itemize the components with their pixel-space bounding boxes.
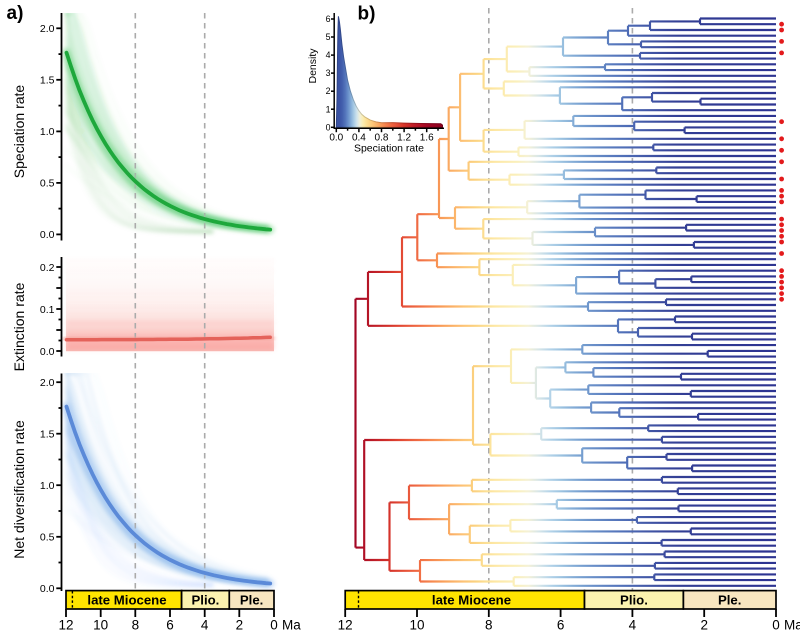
svg-text:0.5: 0.5 — [40, 178, 55, 190]
svg-text:2: 2 — [326, 86, 331, 96]
svg-text:0.5: 0.5 — [40, 532, 55, 544]
svg-text:late Miocene: late Miocene — [87, 593, 166, 608]
svg-text:1.2: 1.2 — [397, 133, 411, 144]
svg-text:2.0: 2.0 — [40, 377, 55, 389]
svg-text:b): b) — [358, 4, 376, 25]
svg-text:late Miocene: late Miocene — [432, 593, 511, 608]
svg-text:0: 0 — [270, 618, 278, 632]
svg-text:Extinction rate: Extinction rate — [11, 282, 27, 371]
svg-text:12: 12 — [58, 618, 73, 632]
svg-text:Net diversification rate: Net diversification rate — [11, 420, 27, 559]
svg-text:2: 2 — [236, 618, 244, 632]
svg-text:Ma: Ma — [784, 618, 800, 632]
svg-text:0.8: 0.8 — [375, 133, 389, 144]
svg-text:Ple.: Ple. — [718, 593, 741, 608]
svg-text:0.4: 0.4 — [352, 133, 366, 144]
svg-text:0.0: 0.0 — [40, 583, 55, 595]
svg-text:1: 1 — [326, 104, 331, 114]
svg-text:Ma: Ma — [282, 618, 301, 632]
svg-text:8: 8 — [132, 618, 140, 632]
svg-text:1.0: 1.0 — [40, 126, 55, 138]
svg-text:12: 12 — [338, 618, 353, 632]
svg-text:Density: Density — [307, 48, 319, 84]
svg-text:1.6: 1.6 — [420, 133, 434, 144]
svg-text:Ple.: Ple. — [240, 593, 263, 608]
svg-text:1.0: 1.0 — [40, 480, 55, 492]
svg-text:6: 6 — [326, 14, 331, 24]
svg-text:0: 0 — [326, 122, 331, 132]
svg-text:4: 4 — [201, 618, 209, 632]
svg-text:0.2: 0.2 — [40, 262, 55, 274]
svg-text:0.0: 0.0 — [40, 229, 55, 241]
svg-text:1.5: 1.5 — [40, 429, 55, 441]
svg-text:a): a) — [7, 3, 24, 24]
svg-text:4: 4 — [326, 50, 331, 60]
svg-text:5: 5 — [326, 32, 331, 42]
svg-text:0: 0 — [772, 618, 780, 632]
svg-text:0.0: 0.0 — [40, 346, 55, 358]
svg-text:3: 3 — [326, 68, 331, 78]
svg-text:0.0: 0.0 — [329, 133, 343, 144]
svg-text:10: 10 — [93, 618, 108, 632]
svg-text:Speciation rate: Speciation rate — [11, 85, 27, 179]
svg-text:Plio.: Plio. — [192, 593, 220, 608]
svg-text:2: 2 — [700, 618, 708, 632]
svg-text:Speciation rate: Speciation rate — [354, 143, 424, 155]
svg-text:10: 10 — [409, 618, 424, 632]
svg-text:6: 6 — [166, 618, 174, 632]
svg-text:8: 8 — [485, 618, 493, 632]
svg-text:6: 6 — [557, 618, 565, 632]
svg-text:2.0: 2.0 — [40, 23, 55, 35]
svg-text:4: 4 — [629, 618, 637, 632]
svg-text:0.1: 0.1 — [40, 304, 55, 316]
svg-text:1.5: 1.5 — [40, 75, 55, 87]
svg-text:Plio.: Plio. — [620, 593, 648, 608]
